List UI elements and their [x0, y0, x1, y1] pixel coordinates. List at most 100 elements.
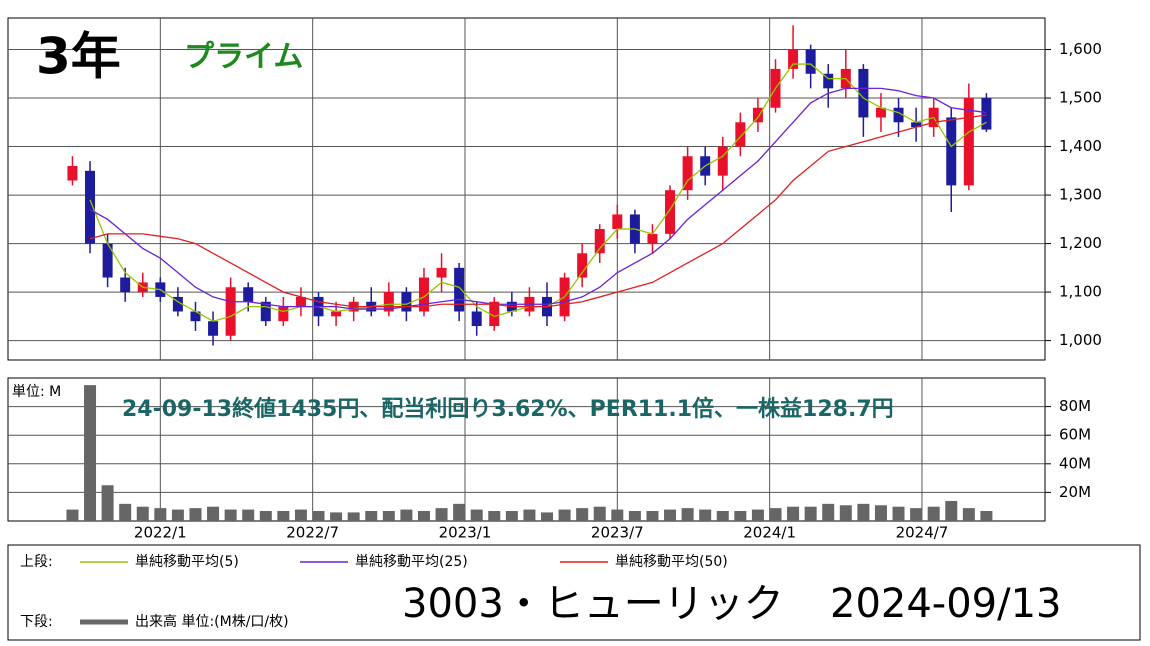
x-tick-label: 2022/1 [134, 524, 187, 542]
volume-bar [382, 510, 395, 521]
candle-body [594, 229, 605, 254]
date: 2024-09/13 [830, 581, 1062, 627]
grid [8, 18, 1045, 521]
volume-bar [119, 503, 132, 521]
volume-bar [593, 506, 606, 521]
y-tick-label: 20M [1059, 483, 1091, 501]
x-tick-label: 2024/7 [896, 524, 949, 542]
candle-body [946, 117, 957, 186]
volume-bar [207, 506, 220, 521]
x-tick-label: 2023/7 [591, 524, 644, 542]
ma-line [89, 114, 987, 308]
volume-bar [874, 505, 887, 521]
volume-bar [505, 510, 518, 521]
volume-bar [962, 508, 975, 521]
candle-body [454, 267, 465, 312]
candle-body [331, 311, 342, 317]
candle-body [225, 287, 236, 336]
volume-bar [734, 510, 747, 521]
y-tick-label: 1,200 [1059, 234, 1102, 252]
candle-body [612, 214, 623, 230]
candle-body [823, 73, 834, 89]
candle-body [752, 107, 763, 123]
candle-body [717, 146, 728, 176]
chart-subtitle: プライム [184, 40, 303, 75]
volume-bar [541, 512, 554, 521]
volume-bar [910, 508, 923, 521]
legend-entry: 単純移動平均(5) [135, 554, 239, 570]
volume-bar [945, 500, 958, 521]
candle-body [858, 68, 869, 118]
volume-bar [681, 508, 694, 521]
volume-bar [980, 510, 993, 521]
y-tick-label: 1,000 [1059, 331, 1102, 349]
volume-bar [611, 509, 624, 521]
volume-bar [224, 509, 237, 521]
y-tick-label: 1,400 [1059, 137, 1102, 155]
volume-bar [470, 509, 483, 521]
candle-body [260, 301, 271, 322]
volume-bar [716, 510, 729, 521]
volume-bar [330, 512, 343, 521]
legend-label: 下段: [20, 614, 53, 630]
candle-body [893, 107, 904, 123]
y-tick-label: 1,500 [1059, 89, 1102, 107]
ma-line [89, 87, 987, 310]
candle-body [489, 301, 500, 327]
annotation: 24-09-13終値1435円、配当利回り3.62%、PER11.1倍、一株益1… [122, 396, 894, 422]
volume-bar [400, 509, 413, 521]
candle-body [243, 287, 254, 302]
volume-bar [927, 506, 940, 521]
volume-bar [857, 503, 870, 521]
candle-body [471, 311, 482, 327]
y-axis-label: 単位: M [12, 384, 61, 400]
candle-body [102, 243, 113, 278]
chart-title: 3年 [36, 28, 121, 86]
legend-box [7, 544, 1141, 641]
volume-bar [277, 510, 290, 521]
candle-body [735, 122, 746, 147]
candle-body [418, 277, 429, 312]
volume-bar [84, 385, 97, 521]
y-tick-label: 1,300 [1059, 186, 1102, 204]
volume-bar [822, 503, 835, 521]
x-tick-label: 2023/1 [439, 524, 492, 542]
candle-body [875, 107, 886, 118]
volume-bar [699, 509, 712, 521]
candle-body [208, 321, 219, 336]
candle-body [788, 49, 799, 69]
volume-bar [804, 506, 817, 521]
volume-bar [101, 485, 114, 521]
volume-bar [558, 509, 571, 521]
volume-bar [892, 506, 905, 521]
volume-bar [66, 509, 79, 521]
volume-bar [453, 503, 466, 521]
legend-entry: 単純移動平均(25) [355, 554, 468, 570]
candle-body [665, 190, 676, 234]
volume-bar [664, 509, 677, 521]
y-tick-label: 60M [1059, 426, 1091, 444]
volume-bar [769, 508, 782, 521]
volume-bar [628, 510, 641, 521]
candle-body [963, 98, 974, 186]
volume-bar [523, 509, 536, 521]
y-tick-label: 80M [1059, 397, 1091, 415]
candle-body [67, 165, 78, 181]
volume-bar [365, 510, 378, 521]
stock-name: 3003・ヒューリック [402, 581, 784, 627]
candle-body [295, 296, 306, 307]
candle-body [85, 170, 96, 244]
volume-bar [347, 512, 360, 521]
volume-bar [259, 510, 272, 521]
legend-entry: 出来高 単位:(M株/口/枚) [135, 613, 289, 630]
y-tick-label: 1,100 [1059, 283, 1102, 301]
volume-bar [839, 505, 852, 521]
candle-body [172, 296, 183, 312]
candle-body [981, 98, 992, 130]
legend-entry: 単純移動平均(50) [615, 554, 728, 570]
volume-bar [294, 509, 307, 521]
volume-panel [7, 377, 1046, 522]
volume-bar [435, 508, 448, 521]
volume-bar [751, 509, 764, 521]
